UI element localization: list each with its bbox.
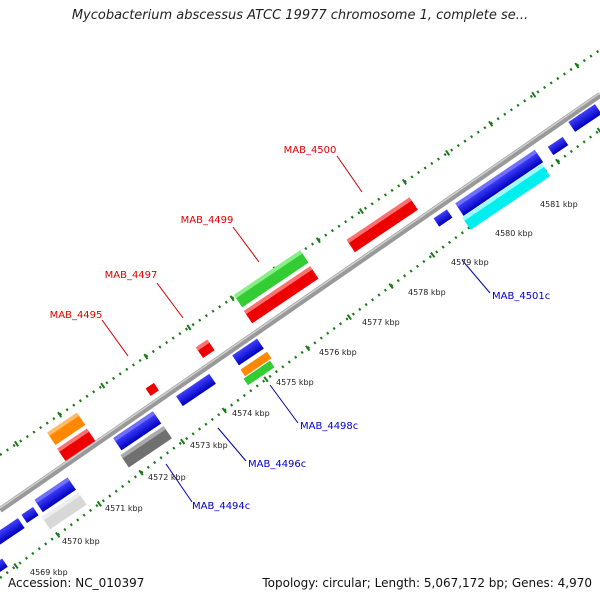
major-tick xyxy=(346,314,352,321)
major-tick xyxy=(596,127,600,134)
scale-label: 4572 kbp xyxy=(148,473,186,482)
feature-mab-4498c-green[interactable] xyxy=(243,360,275,386)
feature-blue-bottom-left[interactable] xyxy=(34,477,76,513)
scale-label: 4569 kbp xyxy=(30,568,68,577)
feature-blue-small-left[interactable] xyxy=(21,506,39,524)
major-tick xyxy=(315,237,321,244)
genome-summary: Topology: circular; Length: 5,067,172 bp… xyxy=(262,576,592,590)
major-tick xyxy=(100,382,106,389)
gene-label-mab-4500: MAB_4500 xyxy=(284,145,337,156)
feature-blue-right[interactable] xyxy=(455,149,544,216)
feature-mab-4497[interactable] xyxy=(195,339,215,359)
scale-label: 4571 kbp xyxy=(105,504,143,513)
chromosome-backbone xyxy=(0,92,600,513)
reverse-callouts xyxy=(165,259,491,503)
scale-label: 4581 kbp xyxy=(540,200,578,209)
gene-label-mab-4494c: MAB_4494c xyxy=(192,501,250,512)
scale-label: 4570 kbp xyxy=(62,537,100,546)
feature-blue-right-small[interactable] xyxy=(547,136,569,156)
major-tick xyxy=(531,91,537,98)
feature-blue-corner[interactable] xyxy=(0,558,8,574)
major-tick xyxy=(143,353,149,360)
scale-label: 4579 kbp xyxy=(451,258,489,267)
major-tick xyxy=(263,376,269,383)
major-tick xyxy=(430,251,436,258)
feature-blue-mid[interactable] xyxy=(232,338,264,366)
scale-label: 4573 kbp xyxy=(190,441,228,450)
feature-mab-4501c-cyan[interactable] xyxy=(462,163,551,230)
major-tick xyxy=(358,208,364,215)
gene-label-mab-4495: MAB_4495 xyxy=(50,310,103,321)
feature-mab-4496c[interactable] xyxy=(176,373,216,407)
scale-label: 4580 kbp xyxy=(495,229,533,238)
feature-mab-4494c-gray[interactable] xyxy=(120,425,172,468)
forward-callouts xyxy=(101,155,363,357)
major-tick xyxy=(488,120,494,127)
feature-mab-4498c-orange[interactable] xyxy=(240,351,272,377)
backbone-highlight xyxy=(0,92,600,509)
feature-blue-far-right[interactable] xyxy=(568,104,600,132)
scale-label: 4578 kbp xyxy=(408,288,446,297)
map-title: Mycobacterium abscessus ATCC 19977 chrom… xyxy=(71,8,529,23)
major-tick xyxy=(55,531,61,538)
gene-label-mab-4498c: MAB_4498c xyxy=(300,421,358,432)
feature-mab-4500[interactable] xyxy=(346,197,418,253)
scale-label: 4576 kbp xyxy=(319,348,357,357)
accession-text: Accession: NC_010397 xyxy=(8,576,145,590)
feature-mab-4495[interactable] xyxy=(145,382,159,396)
major-tick xyxy=(555,158,561,165)
major-tick xyxy=(186,324,192,331)
major-tick xyxy=(96,500,102,507)
feature-lightgray-bottom-left[interactable] xyxy=(41,492,87,530)
scale-label: 4575 kbp xyxy=(276,378,314,387)
major-tick xyxy=(13,563,19,570)
scale-label: 4574 kbp xyxy=(232,409,270,418)
major-tick xyxy=(221,407,227,414)
scale-labels: 4569 kbp 4570 kbp 4571 kbp 4572 kbp 4573… xyxy=(30,200,578,577)
major-tick xyxy=(445,149,451,156)
feature-mab-4499-green[interactable] xyxy=(233,250,309,308)
major-tick xyxy=(14,440,20,447)
gene-label-mab-4501c: MAB_4501c xyxy=(492,291,550,302)
major-tick xyxy=(401,178,407,186)
feature-orange-left[interactable] xyxy=(47,412,86,446)
major-tick xyxy=(138,469,144,476)
gene-label-mab-4497: MAB_4497 xyxy=(105,270,158,281)
gene-label-mab-4496c: MAB_4496c xyxy=(248,459,306,470)
feature-red-left[interactable] xyxy=(57,428,96,462)
gene-label-mab-4499: MAB_4499 xyxy=(181,215,234,226)
feature-blue-edge-left[interactable] xyxy=(0,518,25,546)
major-tick xyxy=(57,411,63,418)
feature-mab-4499-red[interactable] xyxy=(243,266,319,324)
scale-label: 4577 kbp xyxy=(362,318,400,327)
major-tick xyxy=(229,295,235,302)
major-tick xyxy=(574,62,580,69)
major-tick xyxy=(180,438,186,445)
feature-blue-lower[interactable] xyxy=(113,411,162,451)
major-tick xyxy=(305,345,311,352)
major-tick xyxy=(388,283,394,290)
feature-blue-small-mid[interactable] xyxy=(433,209,453,227)
